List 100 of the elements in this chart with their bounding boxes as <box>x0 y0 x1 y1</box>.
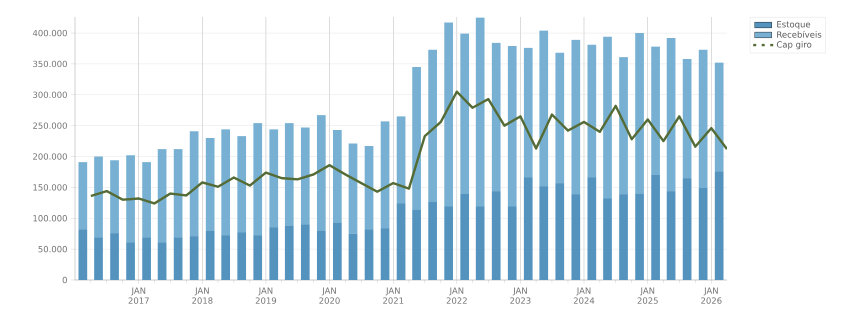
x-tick-label: JAN 2024 <box>574 288 594 304</box>
bar <box>524 178 533 280</box>
bar <box>412 67 421 210</box>
bar <box>142 237 151 280</box>
bar <box>714 62 724 172</box>
bar <box>428 202 437 280</box>
bar <box>619 194 628 280</box>
bar <box>348 234 358 280</box>
bar <box>666 38 676 192</box>
bar <box>126 155 135 242</box>
legend-label: Cap giro <box>776 41 812 50</box>
y-tick-label: 250.000 <box>33 122 67 129</box>
bar <box>508 46 517 207</box>
bar <box>444 22 453 207</box>
bar <box>94 156 103 238</box>
bar <box>666 191 676 280</box>
y-tick-label: 400.000 <box>32 30 67 36</box>
bar <box>284 123 294 226</box>
bar <box>635 194 644 280</box>
bar <box>380 228 390 280</box>
bar <box>332 130 342 223</box>
bar <box>539 186 548 280</box>
bar <box>110 233 119 280</box>
bar <box>460 194 470 280</box>
bar <box>269 228 278 280</box>
bar <box>508 206 517 280</box>
bar <box>364 146 374 230</box>
bar <box>555 52 564 184</box>
bar <box>651 175 660 280</box>
bar <box>348 144 358 234</box>
legend-label: Estoque <box>777 21 810 30</box>
bar <box>364 229 374 280</box>
bar <box>555 183 564 280</box>
x-tick-label: JAN 2020 <box>319 288 340 304</box>
x-tick-label: JAN 2025 <box>638 288 658 304</box>
bar <box>571 194 580 280</box>
bar <box>539 30 548 186</box>
bar <box>94 237 103 280</box>
bar <box>253 236 262 280</box>
bar <box>492 191 501 280</box>
bar <box>412 210 421 280</box>
bar <box>206 138 215 231</box>
y-tick-label: 350.000 <box>33 60 67 68</box>
bar <box>221 236 230 280</box>
bar <box>698 50 708 188</box>
bar <box>682 178 692 280</box>
y-tick-label: 100.000 <box>33 215 67 222</box>
bar <box>158 242 166 280</box>
bar <box>682 58 692 178</box>
line-series <box>90 90 728 205</box>
bar <box>190 236 199 280</box>
bar <box>332 222 342 280</box>
bar <box>619 57 628 194</box>
x-tick-label: JAN 2019 <box>256 288 276 304</box>
bar <box>142 162 151 238</box>
bar <box>603 198 612 280</box>
bar <box>237 136 246 232</box>
y-tick-label: 50.000 <box>38 246 67 252</box>
x-tick-label: JAN 2021 <box>383 288 404 304</box>
x-tick-label: JAN 2017 <box>128 288 149 304</box>
bar <box>476 18 485 207</box>
x-tick-label: JAN 2023 <box>510 288 530 304</box>
bar <box>221 129 230 236</box>
bar <box>284 226 294 280</box>
bar <box>444 206 453 280</box>
bar <box>396 116 406 204</box>
bar <box>78 162 88 230</box>
bar <box>300 128 310 224</box>
bar <box>492 42 501 192</box>
bar <box>316 115 326 231</box>
bar <box>300 224 310 280</box>
x-tick-label: JAN 2022 <box>446 288 467 304</box>
bar <box>269 129 278 228</box>
bar <box>126 242 135 280</box>
bar <box>428 50 437 202</box>
bar <box>206 230 215 280</box>
bar <box>571 40 580 194</box>
bar <box>174 149 182 238</box>
bar <box>190 131 199 236</box>
bar <box>396 203 406 280</box>
bar <box>316 230 326 280</box>
legend-label: Recebíveis <box>777 30 822 38</box>
bar <box>78 229 88 280</box>
bar <box>253 123 262 236</box>
bar <box>460 34 470 194</box>
x-tick-label: JAN 2018 <box>192 288 213 304</box>
y-tick-label: 0 <box>62 276 67 284</box>
y-tick-label: 300.000 <box>33 92 67 98</box>
bar <box>635 33 644 194</box>
x-tick-label: JAN 2026 <box>701 288 722 304</box>
y-tick-label: 150.000 <box>33 184 67 191</box>
bar <box>714 171 724 280</box>
bar <box>587 178 596 280</box>
bar <box>174 237 182 280</box>
bar <box>603 36 612 199</box>
bar <box>587 44 596 178</box>
y-tick-label: 200.000 <box>33 153 67 160</box>
bar <box>651 46 660 176</box>
bar <box>110 160 119 234</box>
bar <box>698 188 708 280</box>
